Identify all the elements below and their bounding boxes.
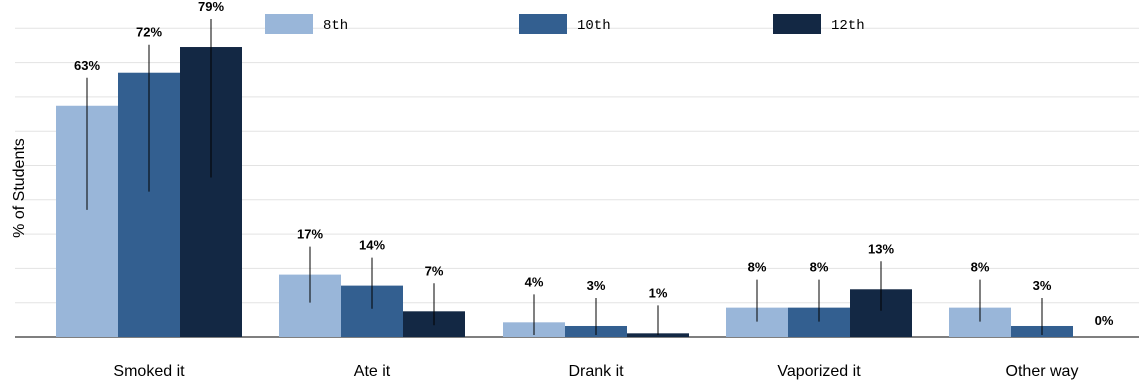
legend-label: 8th — [323, 18, 348, 34]
data-label: 0% — [1095, 313, 1114, 328]
data-label: 7% — [425, 263, 444, 278]
y-axis-label: % of Students — [11, 138, 28, 238]
data-label: 3% — [1033, 278, 1052, 293]
data-label: 8% — [748, 260, 767, 275]
category-labels: Smoked it Ate it Drank it Vaporized it Other… — [113, 363, 1078, 380]
data-label: 63% — [74, 58, 100, 73]
category-label: Vaporized it — [777, 363, 861, 380]
category-label: Other way — [1006, 363, 1079, 380]
data-label: 14% — [359, 238, 385, 253]
data-label: 72% — [136, 25, 162, 40]
data-label: 79% — [198, 0, 224, 14]
category-label: Drank it — [568, 363, 624, 380]
legend-swatch — [265, 14, 313, 34]
data-label: 1% — [649, 285, 668, 300]
legend-label: 10th — [577, 18, 611, 34]
legend: 8th 10th 12th — [265, 14, 865, 34]
category-label: Smoked it — [113, 363, 185, 380]
data-label: 8% — [810, 260, 829, 275]
data-label: 3% — [587, 278, 606, 293]
data-label: 13% — [868, 241, 894, 256]
category-label: Ate it — [354, 363, 391, 380]
bar — [627, 333, 689, 337]
bars: 63% 72% 79% 17% 14% 7% 4% 3% 1% 8% 8% 13% 8% 3% 0% — [56, 0, 1114, 338]
data-label: 4% — [525, 274, 544, 289]
legend-swatch — [773, 14, 821, 34]
legend-swatch — [519, 14, 567, 34]
data-label: 17% — [297, 227, 323, 242]
legend-label: 12th — [831, 18, 865, 34]
data-label: 8% — [971, 260, 990, 275]
